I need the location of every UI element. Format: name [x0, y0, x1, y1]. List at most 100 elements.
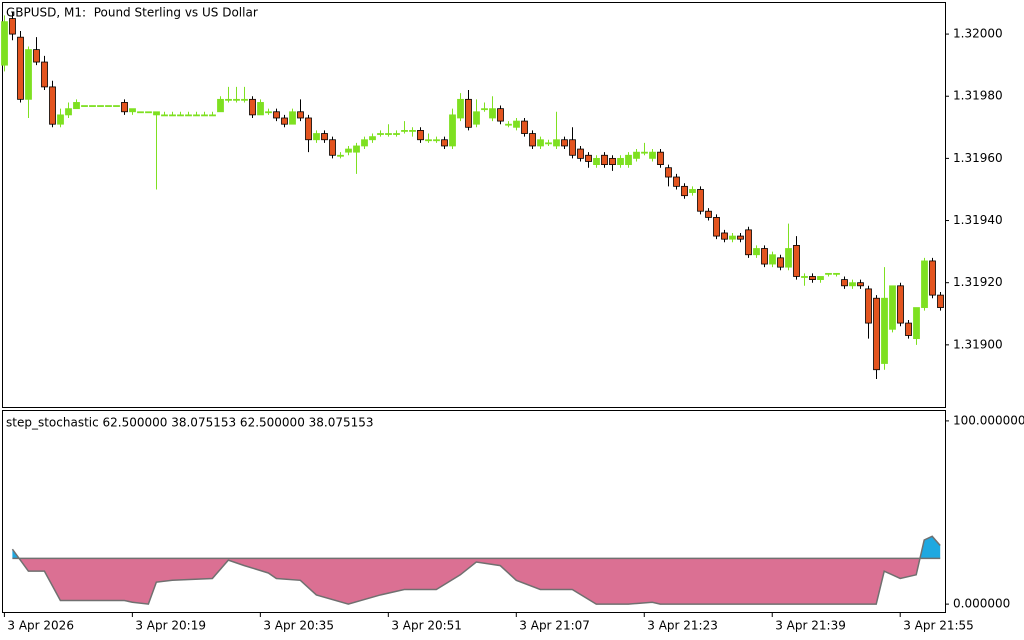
- candle-body: [401, 130, 408, 132]
- candle-body: [153, 111, 160, 116]
- x-tick-label: 3 Apr 21:55: [903, 619, 974, 633]
- candle-body: [25, 49, 32, 100]
- candle-body: [33, 49, 40, 63]
- candle-body: [809, 276, 816, 280]
- candle-body: [105, 105, 112, 107]
- candle-body: [417, 130, 424, 141]
- candle-body: [289, 111, 296, 125]
- candle-body: [561, 139, 568, 147]
- y-tick-label: 0.000000: [953, 597, 1010, 611]
- candle-body: [393, 133, 400, 135]
- candle-body: [281, 117, 288, 125]
- candle-body: [225, 98, 232, 101]
- candle-body: [361, 139, 368, 147]
- candle-body: [9, 18, 16, 35]
- candle-body: [545, 142, 552, 145]
- candle-body: [1, 21, 8, 66]
- candle-body: [345, 148, 352, 153]
- candle-body: [769, 254, 776, 265]
- candle-body: [305, 117, 312, 141]
- candle-body: [649, 151, 656, 159]
- candle-body: [737, 235, 744, 240]
- candle-body: [689, 189, 696, 193]
- chart-title: GBPUSD, M1: Pound Sterling vs US Dollar: [6, 6, 258, 20]
- candle-body: [425, 139, 432, 142]
- candle-body: [833, 272, 840, 275]
- candle-body: [185, 114, 192, 117]
- candle-body: [73, 102, 80, 110]
- candle-body: [657, 151, 664, 166]
- candle-body: [521, 120, 528, 134]
- candle-body: [377, 133, 384, 135]
- candle-body: [881, 297, 888, 364]
- candle-body: [457, 98, 464, 119]
- candle-body: [505, 123, 512, 126]
- candle-body: [817, 276, 824, 280]
- candle-body: [577, 148, 584, 159]
- candle-body: [721, 232, 728, 240]
- candle-body: [57, 114, 64, 125]
- candle-body: [729, 235, 736, 240]
- x-tick-label: 3 Apr 21:39: [775, 619, 846, 633]
- indicator-panel: [2, 410, 946, 613]
- candle-body: [873, 297, 880, 371]
- y-tick-label: 1.31960: [953, 151, 1003, 165]
- candle-body: [681, 185, 688, 197]
- x-tick-label: 3 Apr 20:51: [391, 619, 462, 633]
- candle-body: [849, 282, 856, 287]
- candle-body: [465, 98, 472, 128]
- candle-body: [705, 210, 712, 218]
- candle-body: [193, 114, 200, 117]
- candle-body: [65, 108, 72, 116]
- candle-body: [449, 114, 456, 147]
- x-tick-label: 3 Apr 21:07: [519, 619, 590, 633]
- candle-body: [585, 154, 592, 162]
- candle-body: [913, 307, 920, 340]
- candle-body: [161, 114, 168, 117]
- candle-body: [745, 229, 752, 256]
- x-tick-label: 3 Apr 2026: [7, 619, 74, 633]
- candle-body: [17, 36, 24, 100]
- candle-body: [97, 105, 104, 107]
- y-tick-label: 1.31940: [953, 213, 1003, 227]
- candle-body: [145, 111, 152, 114]
- candle-body: [177, 114, 184, 117]
- candle-body: [937, 294, 944, 308]
- x-tick-label: 3 Apr 20:35: [263, 619, 334, 633]
- candle-body: [433, 139, 440, 142]
- y-tick-label: 1.31920: [953, 275, 1003, 289]
- candle-body: [481, 108, 488, 111]
- candle-body: [841, 279, 848, 287]
- y-tick-label: 1.31980: [953, 89, 1003, 103]
- candle-body: [473, 111, 480, 125]
- candle-body: [369, 136, 376, 141]
- candle-body: [857, 282, 864, 287]
- candle-body: [825, 272, 832, 275]
- candle-body: [329, 139, 336, 156]
- candle-body: [489, 108, 496, 119]
- candle-body: [113, 105, 120, 107]
- candle-body: [233, 98, 240, 101]
- candle-body: [641, 151, 648, 154]
- candle-body: [249, 98, 256, 116]
- candle-body: [297, 111, 304, 119]
- candle-body: [537, 139, 544, 147]
- candle-body: [529, 133, 536, 147]
- candle-body: [321, 133, 328, 141]
- candle-body: [137, 111, 144, 114]
- candle-body: [353, 145, 360, 153]
- candle-body: [313, 133, 320, 141]
- candle-body: [697, 189, 704, 212]
- candle-body: [673, 176, 680, 187]
- candle-body: [777, 257, 784, 268]
- candle-body: [513, 120, 520, 128]
- y-tick-label: 1.31900: [953, 337, 1003, 351]
- candle-body: [441, 139, 448, 147]
- candle-body: [625, 154, 632, 165]
- candle-body: [121, 102, 128, 113]
- x-tick-label: 3 Apr 20:19: [135, 619, 206, 633]
- price-panel: [2, 2, 946, 408]
- candle-body: [889, 285, 896, 330]
- candle-body: [753, 248, 760, 256]
